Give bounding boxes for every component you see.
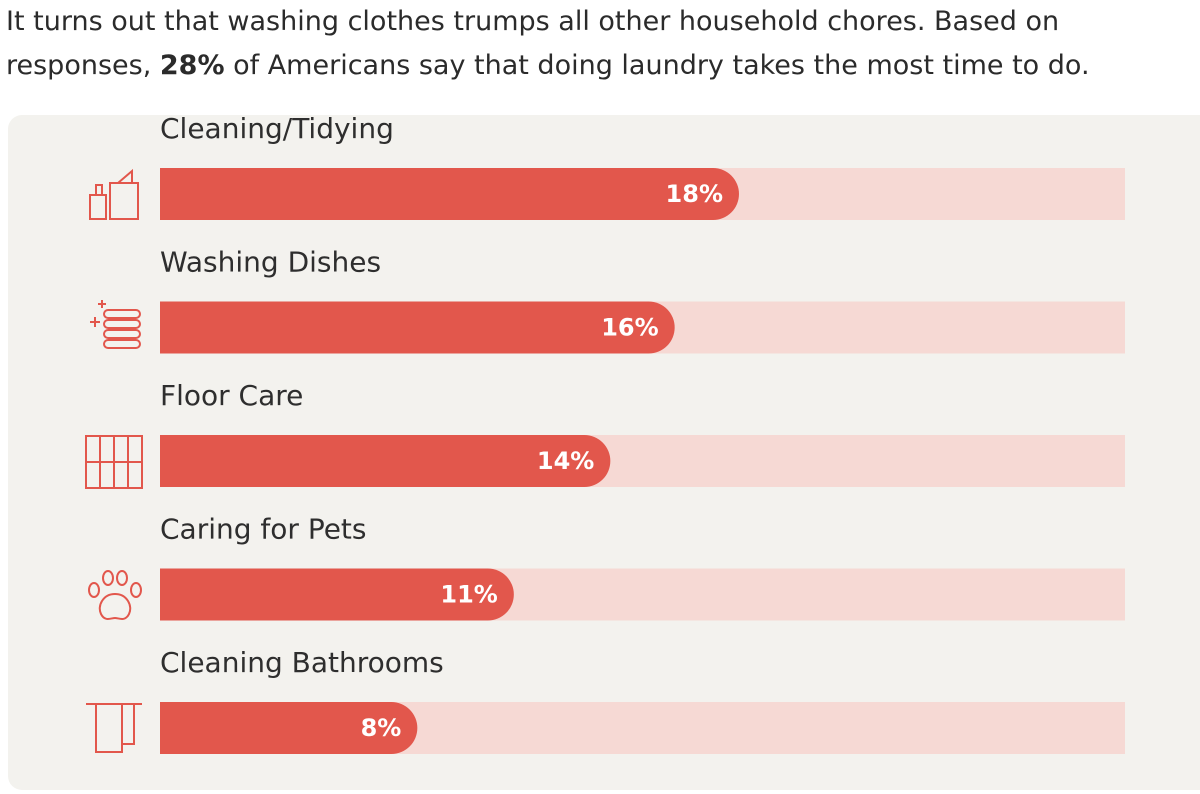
icon-cleaning: [89, 168, 139, 220]
bar: [160, 168, 739, 220]
category-label: Floor Care: [160, 379, 303, 412]
value-label: 11%: [440, 581, 497, 609]
value-label: 18%: [666, 180, 723, 208]
bar: [160, 702, 418, 754]
bar: [160, 301, 675, 354]
icon-floor: [85, 435, 143, 489]
value-label: 8%: [361, 714, 402, 742]
icon-towel: [86, 703, 142, 753]
bar: [160, 568, 514, 621]
category-label: Caring for Pets: [160, 513, 367, 546]
bar: [160, 435, 611, 487]
intro-text: of Americans say that doing laundry take…: [224, 50, 1090, 81]
icons: [85, 168, 143, 753]
intro-highlight: 28%: [159, 50, 225, 81]
icon-pets: [88, 570, 142, 620]
category-label: Washing Dishes: [160, 246, 381, 279]
intro-text: It turns out that washing clothes trumps…: [6, 0, 1196, 88]
intro-text: It turns out that washing clothes trumps…: [6, 6, 1060, 81]
value-label: 14%: [537, 447, 594, 475]
value-label: 16%: [601, 314, 658, 342]
icon-dishes: [90, 300, 141, 349]
category-label: Cleaning/Tidying: [160, 112, 394, 145]
category-label: Cleaning Bathrooms: [160, 646, 444, 679]
